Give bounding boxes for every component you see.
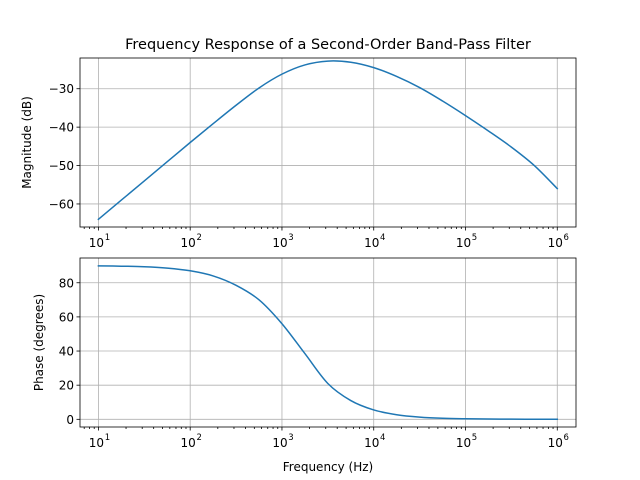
phase-x-tick-label: 10	[89, 436, 104, 450]
magnitude-plot: 10 1 10 2 10 3 10 4 10 5 10 6−60−50−40−30Magnitude …	[20, 57, 577, 250]
magnitude-y-tick-label: −30	[49, 82, 74, 96]
magnitude-x-tick-label: 10	[364, 236, 379, 250]
phase-y-tick-label: 40	[59, 345, 74, 359]
magnitude-x-tick-label: 10	[456, 236, 471, 250]
magnitude-y-axis-label: Magnitude (dB)	[20, 96, 34, 189]
magnitude-series-line	[97, 60, 559, 221]
phase-x-tick-exponent: 3	[288, 433, 293, 443]
phase-axes-frame	[79, 257, 577, 428]
phase-x-tick-exponent: 4	[380, 433, 385, 443]
magnitude-x-tick-exponent: 4	[380, 233, 385, 243]
magnitude-y-tick-label: −50	[49, 159, 74, 173]
phase-x-tick-exponent: 5	[472, 433, 477, 443]
phase-y-axis-label: Phase (degrees)	[32, 294, 46, 391]
phase-x-tick-label: 10	[181, 436, 196, 450]
chart-title: Frequency Response of a Second-Order Ban…	[125, 37, 531, 53]
phase-x-tick-exponent: 6	[564, 433, 569, 443]
phase-y-tick-label: 20	[59, 379, 74, 393]
magnitude-x-tick-label: 10	[548, 236, 563, 250]
magnitude-x-tick-label: 10	[181, 236, 196, 250]
magnitude-x-tick-exponent: 6	[564, 233, 569, 243]
phase-x-tick-label: 10	[548, 436, 563, 450]
magnitude-x-tick-label: 10	[89, 236, 104, 250]
magnitude-x-tick-exponent: 5	[472, 233, 477, 243]
phase-x-tick-label: 10	[272, 436, 287, 450]
phase-x-tick-exponent: 2	[196, 433, 201, 443]
phase-y-tick-label: 60	[59, 310, 74, 324]
magnitude-x-tick-exponent: 3	[288, 233, 293, 243]
phase-x-tick-exponent: 1	[105, 433, 110, 443]
phase-y-tick-label: 80	[59, 276, 74, 290]
phase-x-tick-label: 10	[456, 436, 471, 450]
magnitude-y-tick-label: −60	[49, 197, 74, 211]
magnitude-y-tick-label: −40	[49, 121, 74, 135]
magnitude-x-tick-exponent: 2	[196, 233, 201, 243]
phase-y-tick-label: 0	[66, 413, 74, 427]
phase-x-tick-label: 10	[364, 436, 379, 450]
magnitude-x-tick-exponent: 1	[105, 233, 110, 243]
phase-x-axis-label: Frequency (Hz)	[283, 460, 374, 474]
magnitude-x-tick-label: 10	[272, 236, 287, 250]
magnitude-axes-frame	[79, 57, 577, 228]
phase-series-line	[97, 265, 559, 421]
